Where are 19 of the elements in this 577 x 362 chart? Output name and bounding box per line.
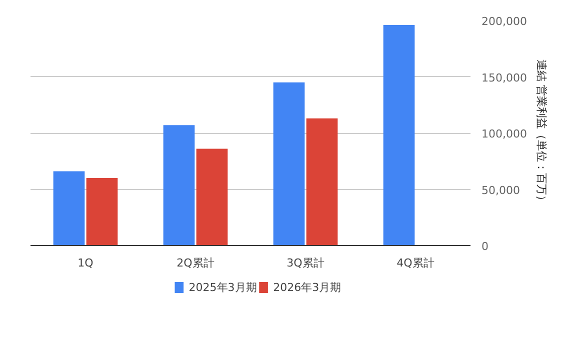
legend-label: 2025年3月期 xyxy=(188,281,257,294)
bar xyxy=(306,118,338,246)
bar xyxy=(163,125,195,246)
legend-label: 2026年3月期 xyxy=(273,281,342,294)
y-tick-label: 50,000 xyxy=(482,184,520,197)
bar xyxy=(383,25,415,246)
x-tick-label: 1Q xyxy=(78,256,94,270)
bar xyxy=(273,82,305,246)
bar xyxy=(196,148,228,246)
y-tick-label: 150,000 xyxy=(482,71,527,84)
x-tick-label: 2Q累計 xyxy=(176,256,214,270)
x-tick-label: 4Q累計 xyxy=(396,256,434,270)
x-tick-label: 3Q累計 xyxy=(286,256,324,270)
bar xyxy=(53,171,85,246)
y-axis-title: 連結 営業利益（単位：百万） xyxy=(534,60,548,206)
y-tick-label: 0 xyxy=(482,240,488,253)
y-tick-label: 200,000 xyxy=(482,15,527,28)
y-tick-label: 100,000 xyxy=(482,128,527,140)
bar xyxy=(86,178,118,246)
